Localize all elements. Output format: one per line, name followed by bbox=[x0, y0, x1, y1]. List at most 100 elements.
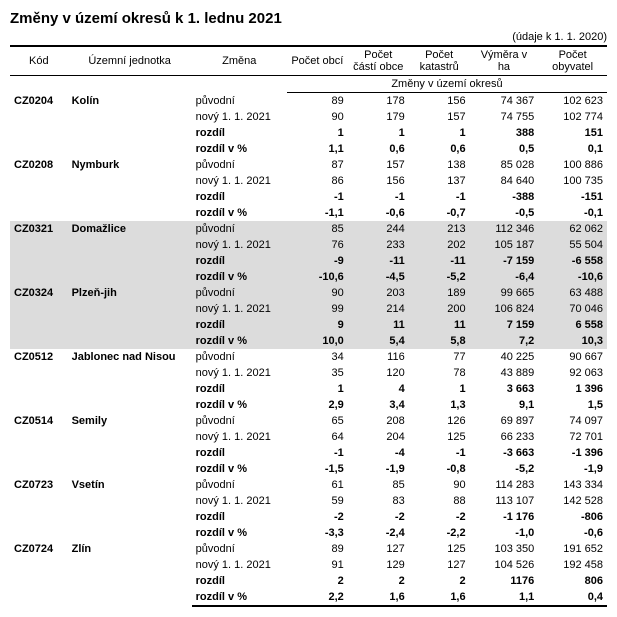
col-vymera: Výměra v ha bbox=[470, 46, 539, 76]
value-cell: -1 396 bbox=[538, 445, 607, 461]
value-cell: -1 bbox=[348, 189, 409, 205]
value-cell: 85 028 bbox=[470, 157, 539, 173]
value-cell: 99 665 bbox=[470, 285, 539, 301]
value-cell: 105 187 bbox=[470, 237, 539, 253]
zmena-label: původní bbox=[192, 93, 287, 110]
subtitle: (údaje k 1. 1. 2020) bbox=[10, 31, 607, 43]
value-cell: 87 bbox=[287, 157, 348, 173]
value-cell: 156 bbox=[409, 93, 470, 110]
value-cell: -151 bbox=[538, 189, 607, 205]
zmena-label: nový 1. 1. 2021 bbox=[192, 493, 287, 509]
value-cell: 1 bbox=[409, 125, 470, 141]
value-cell: 5,8 bbox=[409, 333, 470, 349]
table-row: CZ0321Domažlicepůvodní85244213112 34662 … bbox=[10, 221, 607, 237]
value-cell: 204 bbox=[348, 429, 409, 445]
value-cell: 203 bbox=[348, 285, 409, 301]
value-cell: -388 bbox=[470, 189, 539, 205]
value-cell: 59 bbox=[287, 493, 348, 509]
zmena-label: rozdíl v % bbox=[192, 525, 287, 541]
value-cell: 4 bbox=[348, 381, 409, 397]
value-cell: 103 350 bbox=[470, 541, 539, 557]
zmena-label: původní bbox=[192, 349, 287, 365]
jednotka-cell: Domažlice bbox=[68, 221, 192, 285]
value-cell: -2,2 bbox=[409, 525, 470, 541]
value-cell: 11 bbox=[409, 317, 470, 333]
value-cell: 244 bbox=[348, 221, 409, 237]
zmena-label: rozdíl bbox=[192, 317, 287, 333]
value-cell: -3,3 bbox=[287, 525, 348, 541]
header-row: Kód Územní jednotka Změna Počet obcí Poč… bbox=[10, 46, 607, 76]
value-cell: 156 bbox=[348, 173, 409, 189]
value-cell: 7,2 bbox=[470, 333, 539, 349]
value-cell: 72 701 bbox=[538, 429, 607, 445]
value-cell: -0,7 bbox=[409, 205, 470, 221]
value-cell: 2 bbox=[348, 573, 409, 589]
zmena-label: rozdíl v % bbox=[192, 205, 287, 221]
value-cell: 214 bbox=[348, 301, 409, 317]
value-cell: 104 526 bbox=[470, 557, 539, 573]
value-cell: 43 889 bbox=[470, 365, 539, 381]
value-cell: 77 bbox=[409, 349, 470, 365]
jednotka-cell: Jablonec nad Nisou bbox=[68, 349, 192, 413]
value-cell: 89 bbox=[287, 93, 348, 110]
zmena-label: původní bbox=[192, 157, 287, 173]
value-cell: 125 bbox=[409, 429, 470, 445]
value-cell: 189 bbox=[409, 285, 470, 301]
value-cell: 1 bbox=[287, 381, 348, 397]
value-cell: 1 bbox=[348, 125, 409, 141]
zmena-label: rozdíl bbox=[192, 381, 287, 397]
zmena-label: rozdíl v % bbox=[192, 141, 287, 157]
value-cell: 2 bbox=[409, 573, 470, 589]
value-cell: 0,1 bbox=[538, 141, 607, 157]
zmena-label: nový 1. 1. 2021 bbox=[192, 557, 287, 573]
kod-cell: CZ0321 bbox=[10, 221, 68, 285]
value-cell: -10,6 bbox=[538, 269, 607, 285]
kod-cell: CZ0512 bbox=[10, 349, 68, 413]
jednotka-cell: Kolín bbox=[68, 93, 192, 158]
value-cell: 112 346 bbox=[470, 221, 539, 237]
zmena-label: rozdíl bbox=[192, 573, 287, 589]
value-cell: -2 bbox=[409, 509, 470, 525]
value-cell: 106 824 bbox=[470, 301, 539, 317]
value-cell: 1,6 bbox=[348, 589, 409, 606]
value-cell: 120 bbox=[348, 365, 409, 381]
value-cell: -10,6 bbox=[287, 269, 348, 285]
zmena-label: rozdíl v % bbox=[192, 461, 287, 477]
value-cell: 113 107 bbox=[470, 493, 539, 509]
zmena-label: rozdíl v % bbox=[192, 589, 287, 606]
value-cell: 64 bbox=[287, 429, 348, 445]
value-cell: 92 063 bbox=[538, 365, 607, 381]
value-cell: 83 bbox=[348, 493, 409, 509]
value-cell: 129 bbox=[348, 557, 409, 573]
value-cell: 74 367 bbox=[470, 93, 539, 110]
value-cell: 1,6 bbox=[409, 589, 470, 606]
value-cell: 388 bbox=[470, 125, 539, 141]
value-cell: 1176 bbox=[470, 573, 539, 589]
value-cell: 10,3 bbox=[538, 333, 607, 349]
value-cell: 0,4 bbox=[538, 589, 607, 606]
value-cell: 69 897 bbox=[470, 413, 539, 429]
value-cell: -1 bbox=[409, 189, 470, 205]
value-cell: 102 774 bbox=[538, 109, 607, 125]
value-cell: 1 bbox=[409, 381, 470, 397]
table-row: CZ0204Kolínpůvodní8917815674 367102 623 bbox=[10, 93, 607, 110]
value-cell: 90 bbox=[287, 285, 348, 301]
value-cell: -2,4 bbox=[348, 525, 409, 541]
col-obci: Počet obcí bbox=[287, 46, 348, 76]
value-cell: 40 225 bbox=[470, 349, 539, 365]
kod-cell: CZ0723 bbox=[10, 477, 68, 541]
zmena-label: rozdíl bbox=[192, 509, 287, 525]
value-cell: -2 bbox=[287, 509, 348, 525]
value-cell: 9 bbox=[287, 317, 348, 333]
jednotka-cell: Vsetín bbox=[68, 477, 192, 541]
data-table: Kód Územní jednotka Změna Počet obcí Poč… bbox=[10, 45, 607, 607]
value-cell: 116 bbox=[348, 349, 409, 365]
zmena-label: nový 1. 1. 2021 bbox=[192, 365, 287, 381]
value-cell: -4 bbox=[348, 445, 409, 461]
table-row: CZ0724Zlínpůvodní89127125103 350191 652 bbox=[10, 541, 607, 557]
col-obyvatel: Počet obyvatel bbox=[538, 46, 607, 76]
value-cell: 6 558 bbox=[538, 317, 607, 333]
zmena-label: nový 1. 1. 2021 bbox=[192, 173, 287, 189]
value-cell: 90 667 bbox=[538, 349, 607, 365]
value-cell: -3 663 bbox=[470, 445, 539, 461]
